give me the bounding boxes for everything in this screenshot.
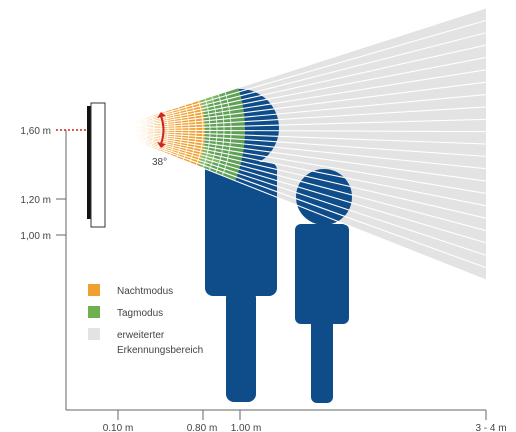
detection-ray xyxy=(106,129,487,207)
device-wall-bar xyxy=(87,106,92,219)
device-panel xyxy=(90,102,106,228)
detection-ray xyxy=(106,129,487,145)
detection-ray xyxy=(106,129,487,244)
detection-ray xyxy=(106,44,487,131)
detection-ray xyxy=(106,69,487,131)
small-person-silhouette xyxy=(295,169,352,403)
y-label-100: 1,00 m xyxy=(20,231,51,242)
detection-ray xyxy=(106,129,487,232)
x-label-100: 1.00 m xyxy=(231,423,262,432)
legend-extended-label-line2: Erkennungsbereich xyxy=(117,345,203,356)
detection-ray xyxy=(106,118,487,131)
legend-day-swatch xyxy=(88,306,100,318)
detection-ray xyxy=(106,19,487,131)
detection-ray xyxy=(106,129,487,256)
y-label-120: 1,20 m xyxy=(20,195,51,206)
angle-label: 38° xyxy=(152,157,167,168)
x-label-080: 0.80 m xyxy=(187,423,218,432)
detection-ray xyxy=(106,129,487,194)
angle-arrow-head-bottom xyxy=(157,142,166,148)
legend-extended-label-line1: erweiterter xyxy=(117,330,165,341)
y-label-160: 1,60 m xyxy=(20,126,51,137)
detection-ray xyxy=(106,129,487,281)
angle-arrow-head-top xyxy=(157,112,166,118)
x-label-010: 0.10 m xyxy=(103,423,134,432)
detection-ray xyxy=(106,32,487,131)
legend-day-label: Tagmodus xyxy=(117,308,163,319)
x-label-34: 3 - 4 m xyxy=(475,423,506,432)
legend-night-swatch xyxy=(88,284,100,296)
detection-ray xyxy=(106,129,487,133)
detection-ray xyxy=(106,106,487,131)
detection-ray xyxy=(106,81,487,131)
legend-extended-swatch xyxy=(88,328,100,340)
detection-ray xyxy=(106,129,487,157)
detection-ray xyxy=(106,129,487,170)
detection-ray xyxy=(106,93,487,131)
detection-rays xyxy=(106,7,487,281)
detection-ray xyxy=(106,129,487,269)
detection-ray xyxy=(106,129,487,219)
detection-ray xyxy=(106,7,487,131)
legend-night-label: Nachtmodus xyxy=(117,286,173,297)
detection-ray xyxy=(106,56,487,131)
detection-ray xyxy=(106,129,487,182)
angle-arrow xyxy=(160,115,165,145)
